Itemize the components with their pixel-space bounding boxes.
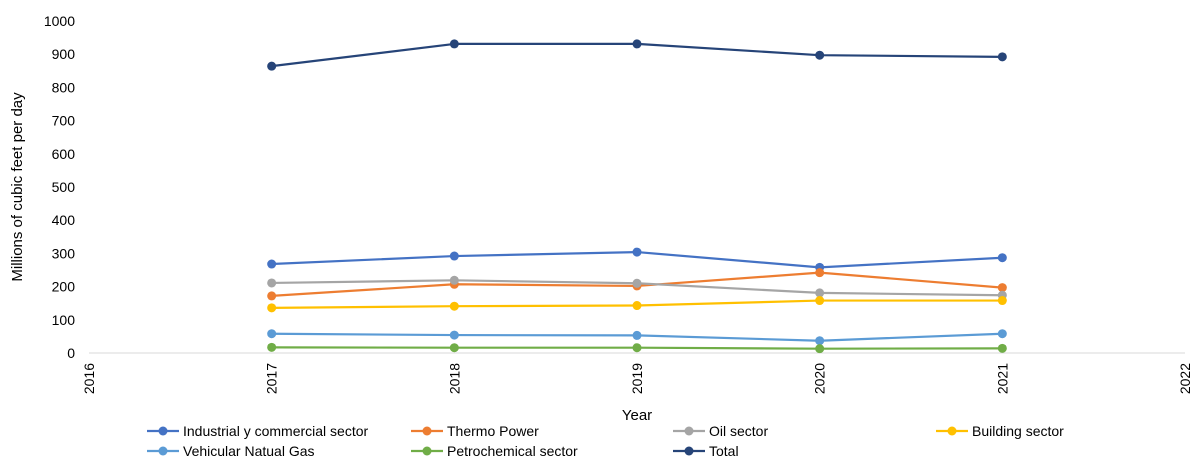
data-point bbox=[632, 301, 642, 311]
data-point bbox=[267, 303, 277, 313]
data-point bbox=[267, 329, 277, 339]
legend-swatch-marker bbox=[684, 426, 694, 436]
legend-swatch-marker bbox=[158, 426, 168, 436]
data-point bbox=[449, 39, 459, 49]
legend-swatch-marker bbox=[422, 446, 432, 456]
y-tick-label: 800 bbox=[52, 79, 76, 95]
legend-item: Thermo Power bbox=[411, 423, 539, 439]
legend-item: Total bbox=[673, 443, 739, 459]
legend-label: Thermo Power bbox=[447, 423, 539, 439]
data-point bbox=[815, 50, 825, 60]
y-tick-label: 400 bbox=[52, 212, 76, 228]
y-axis-ticks: 0 100 200 300 400 500 600 700 800 900 1000 bbox=[44, 13, 75, 361]
y-tick-label: 100 bbox=[52, 312, 76, 328]
data-point bbox=[997, 329, 1007, 339]
data-point bbox=[997, 253, 1007, 263]
data-point bbox=[267, 259, 277, 269]
data-point bbox=[815, 268, 825, 278]
series-5 bbox=[267, 342, 1007, 354]
x-tick-label: 2022 bbox=[1177, 363, 1193, 394]
legend-swatch-marker bbox=[422, 426, 432, 436]
data-point bbox=[632, 330, 642, 340]
series-6 bbox=[267, 39, 1007, 71]
data-point bbox=[267, 278, 277, 288]
data-point bbox=[449, 275, 459, 285]
data-point bbox=[815, 336, 825, 346]
legend: Industrial y commercial sector Thermo Pow… bbox=[147, 423, 1064, 459]
legend-label: Total bbox=[709, 443, 739, 459]
legend-item: Building sector bbox=[936, 423, 1064, 439]
data-point bbox=[449, 330, 459, 340]
series-layer bbox=[267, 39, 1007, 354]
y-tick-label: 200 bbox=[52, 279, 76, 295]
legend-swatch-marker bbox=[947, 426, 957, 436]
x-tick-label: 2018 bbox=[446, 363, 462, 394]
legend-item: Vehicular Natual Gas bbox=[147, 443, 315, 459]
data-point bbox=[449, 301, 459, 311]
series-4 bbox=[267, 329, 1007, 346]
data-point bbox=[449, 343, 459, 353]
x-tick-label: 2016 bbox=[81, 363, 97, 394]
y-tick-label: 300 bbox=[52, 245, 76, 261]
y-tick-label: 700 bbox=[52, 113, 76, 129]
y-tick-label: 0 bbox=[67, 345, 75, 361]
legend-label: Oil sector bbox=[709, 423, 768, 439]
legend-label: Vehicular Natual Gas bbox=[183, 443, 315, 459]
data-point bbox=[997, 52, 1007, 62]
legend-swatch-marker bbox=[158, 446, 168, 456]
legend-swatch-marker bbox=[684, 446, 694, 456]
data-point bbox=[267, 342, 277, 352]
x-tick-label: 2021 bbox=[994, 363, 1010, 394]
legend-label: Industrial y commercial sector bbox=[183, 423, 369, 439]
legend-item: Oil sector bbox=[673, 423, 768, 439]
legend-label: Petrochemical sector bbox=[447, 443, 578, 459]
data-point bbox=[997, 296, 1007, 306]
data-point bbox=[997, 343, 1007, 353]
y-axis-label: Millions of cubic feet per day bbox=[9, 92, 26, 282]
series-3 bbox=[267, 296, 1007, 313]
legend-label: Building sector bbox=[972, 423, 1064, 439]
data-point bbox=[632, 278, 642, 288]
x-tick-label: 2020 bbox=[812, 363, 828, 394]
data-point bbox=[997, 283, 1007, 293]
legend-item: Industrial y commercial sector bbox=[147, 423, 369, 439]
y-tick-label: 600 bbox=[52, 146, 76, 162]
data-point bbox=[815, 288, 825, 298]
data-point bbox=[267, 291, 277, 301]
x-tick-label: 2019 bbox=[629, 363, 645, 394]
x-axis-ticks: 2016 2017 2018 2019 2020 2021 2022 bbox=[81, 363, 1193, 394]
y-tick-label: 900 bbox=[52, 46, 76, 62]
data-point bbox=[632, 247, 642, 257]
series-0 bbox=[267, 247, 1007, 272]
x-axis-label: Year bbox=[622, 407, 652, 424]
data-point bbox=[632, 39, 642, 49]
y-tick-label: 500 bbox=[52, 179, 76, 195]
x-tick-label: 2017 bbox=[264, 363, 280, 394]
data-point bbox=[449, 251, 459, 261]
legend-item: Petrochemical sector bbox=[411, 443, 578, 459]
y-tick-label: 1000 bbox=[44, 13, 75, 29]
data-point bbox=[632, 343, 642, 353]
data-point bbox=[267, 61, 277, 71]
data-point bbox=[815, 344, 825, 354]
data-point bbox=[815, 296, 825, 306]
